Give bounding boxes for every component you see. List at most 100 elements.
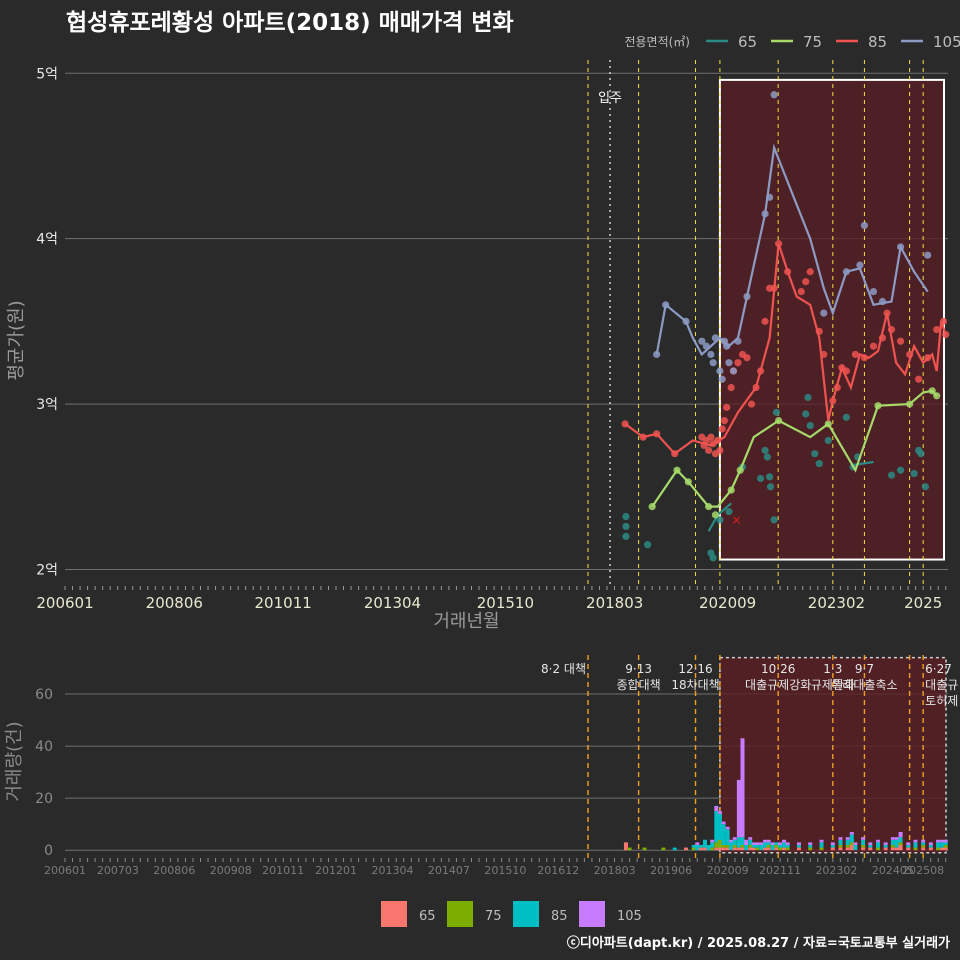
bar-bar65 bbox=[906, 847, 911, 851]
data-point-105 bbox=[765, 193, 774, 201]
outlier-marker: × bbox=[731, 513, 741, 527]
bar-bar105 bbox=[736, 779, 741, 838]
bar-bar75 bbox=[890, 844, 895, 848]
bar-bar85 bbox=[943, 842, 948, 845]
bar-bar85 bbox=[736, 837, 741, 848]
x-tick-label: 200806 bbox=[146, 594, 203, 612]
data-point-85 bbox=[770, 284, 778, 292]
x-tick-label: 202111 bbox=[759, 864, 801, 877]
bar-bar75 bbox=[861, 844, 866, 848]
bar-bar105 bbox=[717, 811, 722, 814]
bar-bar65 bbox=[890, 847, 895, 851]
price-chart: 2억 3억 4억 5억 200601 200806 201011 201304 201510 20… bbox=[6, 60, 950, 632]
bar-bar85 bbox=[819, 842, 824, 848]
policy-label: 특례대출축소 bbox=[831, 678, 897, 692]
legend-swatch-bar65 bbox=[381, 901, 407, 927]
data-point-65 bbox=[622, 512, 630, 521]
x-tick-label: 201906 bbox=[650, 864, 692, 877]
data-point-105 bbox=[770, 91, 778, 99]
data-point-75 bbox=[648, 503, 656, 511]
policy-label: 18차대책 bbox=[671, 677, 719, 692]
data-point-85 bbox=[756, 367, 765, 375]
bar-bar65 bbox=[921, 847, 926, 851]
data-point-105 bbox=[725, 359, 733, 367]
x-tick-label: 200601 bbox=[36, 594, 93, 612]
bar-bar65 bbox=[894, 847, 899, 851]
data-point-75 bbox=[711, 511, 719, 519]
data-point-85 bbox=[707, 433, 715, 441]
bar-bar105 bbox=[748, 837, 753, 840]
bar-bar75 bbox=[898, 842, 903, 845]
bar-bar75 bbox=[774, 844, 779, 848]
bar-bar105 bbox=[729, 839, 734, 843]
bar-bar85 bbox=[755, 844, 760, 848]
data-point-85 bbox=[833, 383, 841, 392]
data-point-85 bbox=[883, 309, 891, 317]
data-point-65 bbox=[815, 460, 823, 468]
bar-bar85 bbox=[921, 842, 926, 845]
bar-bar105 bbox=[782, 839, 787, 843]
bar-bar65 bbox=[763, 847, 768, 851]
bar-bar75 bbox=[710, 847, 715, 851]
data-point-105 bbox=[761, 210, 769, 218]
bar-bar85 bbox=[763, 842, 768, 848]
bar-bar65 bbox=[714, 847, 719, 851]
bar-bar75 bbox=[913, 847, 918, 851]
x-tick-label: 2025 bbox=[904, 594, 942, 612]
bar-bar75 bbox=[755, 847, 760, 851]
bar-bar85 bbox=[710, 842, 715, 848]
bar-bar105 bbox=[894, 837, 899, 840]
data-point-85 bbox=[716, 446, 724, 454]
move-in-label: 입주 bbox=[598, 91, 622, 106]
bar-bar105 bbox=[853, 842, 858, 845]
data-point-85 bbox=[761, 317, 769, 325]
x-tick-label: 200601 bbox=[44, 864, 86, 877]
bar-bar85 bbox=[808, 844, 813, 848]
policy-label: 규제완화 bbox=[811, 678, 855, 692]
bar-bar65 bbox=[698, 847, 703, 851]
bar-bar85 bbox=[890, 839, 895, 845]
y-tick-label: 5억 bbox=[36, 66, 58, 82]
policy-label: 토허제 해제 bbox=[925, 694, 960, 708]
bar-bar75 bbox=[875, 847, 880, 851]
data-point-65 bbox=[622, 522, 630, 531]
y-tick-label: 0 bbox=[44, 843, 53, 859]
bar-bar85 bbox=[740, 837, 745, 845]
data-point-105 bbox=[734, 337, 742, 345]
bar-bar105 bbox=[921, 839, 926, 843]
bar-bar65 bbox=[740, 847, 745, 851]
data-point-65 bbox=[716, 516, 724, 524]
legend-bottom: 65 75 85 105 bbox=[381, 901, 642, 927]
bar-bar85 bbox=[695, 844, 700, 851]
bar-bar105 bbox=[755, 842, 760, 845]
data-point-85 bbox=[878, 334, 887, 342]
legend-label-bar65: 65 bbox=[419, 909, 436, 924]
bar-bar85 bbox=[875, 842, 880, 848]
data-point-105 bbox=[729, 367, 738, 375]
data-point-65 bbox=[770, 516, 778, 524]
data-point-105 bbox=[869, 287, 878, 296]
x-tick-label: 201201 bbox=[315, 864, 357, 877]
x-tick-label: 200703 bbox=[97, 864, 139, 877]
bar-bar65 bbox=[898, 844, 903, 851]
bar-bar85 bbox=[913, 842, 918, 848]
legend-top: 전용면적(㎡) 65 75 85 105 bbox=[624, 33, 960, 51]
bar-bar105 bbox=[785, 842, 790, 845]
x-tick-label: 201612 bbox=[537, 864, 579, 877]
policy-label: 종합대책 bbox=[617, 677, 661, 692]
bar-bar75 bbox=[845, 844, 850, 848]
legend-swatch-bar105 bbox=[579, 901, 605, 927]
bar-bar75 bbox=[642, 847, 647, 851]
data-point-85 bbox=[842, 367, 850, 375]
data-point-65 bbox=[910, 469, 918, 478]
bar-bar65 bbox=[721, 847, 726, 851]
chart-title: 협성휴포레황성 아파트(2018) 매매가격 변화 bbox=[66, 10, 514, 36]
bar-bar105 bbox=[906, 842, 911, 845]
data-point-65 bbox=[896, 466, 905, 474]
data-point-65 bbox=[824, 436, 832, 445]
bar-bar75 bbox=[691, 847, 696, 851]
bar-bar85 bbox=[796, 844, 801, 848]
data-point-105 bbox=[662, 301, 670, 309]
bar-bar105 bbox=[861, 837, 866, 840]
